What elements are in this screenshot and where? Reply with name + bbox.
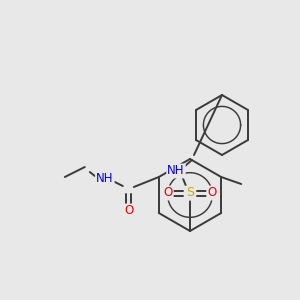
Text: S: S bbox=[186, 187, 194, 200]
Text: NH: NH bbox=[167, 164, 185, 178]
Text: O: O bbox=[207, 187, 217, 200]
Text: O: O bbox=[124, 205, 134, 218]
Text: NH: NH bbox=[96, 172, 114, 185]
Text: O: O bbox=[164, 187, 172, 200]
